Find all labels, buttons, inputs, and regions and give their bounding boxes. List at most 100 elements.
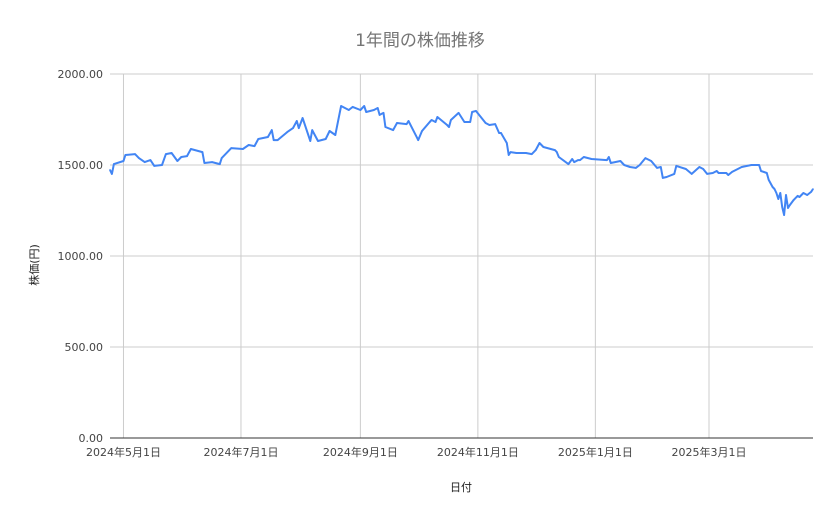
data-point: [717, 172, 720, 174]
data-point: [725, 172, 728, 174]
data-point: [378, 114, 381, 116]
data-point: [758, 164, 760, 166]
data-point: [340, 105, 342, 107]
data-point: [328, 130, 331, 132]
data-point: [806, 194, 809, 196]
data-point: [272, 139, 275, 141]
data-point: [538, 142, 541, 144]
chart-title: 1年間の株価推移: [355, 31, 485, 51]
data-point: [690, 173, 693, 175]
data-point: [773, 188, 776, 190]
data-point: [334, 134, 337, 136]
data-point: [111, 173, 113, 175]
data-point: [557, 156, 560, 158]
data-point: [471, 111, 473, 113]
data-point: [787, 207, 789, 209]
y-tick-label: 1500.00: [58, 159, 104, 172]
data-point: [311, 129, 314, 131]
data-point: [201, 151, 204, 153]
data-point: [577, 159, 579, 161]
data-point: [494, 123, 497, 125]
data-point: [301, 117, 304, 119]
data-point: [190, 148, 192, 150]
data-point: [698, 166, 701, 168]
data-point: [382, 112, 385, 114]
data-point: [531, 153, 533, 155]
data-point: [428, 121, 431, 123]
data-point: [623, 164, 626, 166]
data-point: [798, 196, 801, 198]
data-point: [792, 199, 795, 201]
data-point: [812, 188, 814, 190]
data-point: [727, 174, 730, 176]
data-point: [309, 140, 312, 142]
data-point: [767, 179, 770, 181]
x-tick-label: 2024年9月1日: [323, 445, 398, 459]
data-point: [365, 111, 367, 113]
data-point: [756, 164, 758, 166]
y-axis-label: 株価(円): [27, 244, 41, 286]
data-point: [242, 148, 244, 150]
data-point: [556, 151, 558, 153]
data-point: [619, 160, 622, 162]
data-point: [113, 163, 115, 165]
data-point: [583, 156, 585, 158]
series-line: [109, 105, 814, 216]
y-tick-label: 0.00: [79, 432, 104, 445]
data-point: [122, 160, 125, 162]
data-point: [348, 109, 350, 111]
data-point: [675, 165, 678, 167]
data-point: [629, 166, 631, 168]
x-tick-label: 2024年11月1日: [437, 445, 519, 459]
x-tick-label: 2024年7月1日: [203, 445, 278, 459]
data-point: [446, 124, 448, 126]
data-point: [515, 152, 518, 154]
data-point: [579, 159, 581, 161]
data-point: [297, 127, 300, 129]
data-point: [134, 153, 136, 155]
data-point: [396, 122, 398, 124]
data-point: [407, 120, 410, 122]
data-point: [176, 160, 179, 162]
data-point: [650, 160, 653, 162]
data-point: [203, 162, 206, 164]
data-point: [359, 109, 362, 111]
data-point: [525, 152, 527, 154]
data-point: [802, 192, 805, 194]
data-point: [498, 132, 500, 134]
data-point: [421, 130, 423, 132]
data-point: [731, 171, 733, 173]
data-point: [434, 121, 437, 123]
data-point: [509, 151, 512, 153]
data-point: [789, 204, 791, 206]
data-point: [750, 164, 753, 166]
data-point: [292, 127, 294, 129]
data-point: [211, 161, 213, 163]
data-point: [230, 147, 233, 149]
data-point: [448, 126, 450, 128]
data-point: [267, 136, 269, 138]
data-point: [706, 173, 708, 175]
data-point: [276, 139, 279, 141]
data-point: [220, 157, 223, 159]
data-point: [475, 110, 477, 112]
data-point: [665, 176, 668, 178]
data-point: [606, 159, 608, 161]
x-tick-label: 2025年1月1日: [558, 445, 633, 459]
data-point: [661, 177, 664, 179]
data-point: [436, 116, 439, 118]
data-point: [810, 191, 812, 193]
data-point: [673, 173, 676, 175]
data-point: [317, 140, 319, 142]
data-point: [257, 138, 260, 140]
data-point: [457, 112, 460, 114]
data-point: [656, 167, 658, 169]
data-point: [740, 166, 743, 168]
data-point: [781, 206, 783, 208]
data-point: [405, 123, 408, 125]
data-point: [296, 120, 298, 122]
data-point: [685, 168, 687, 170]
data-point: [270, 129, 273, 131]
data-point: [247, 144, 250, 146]
